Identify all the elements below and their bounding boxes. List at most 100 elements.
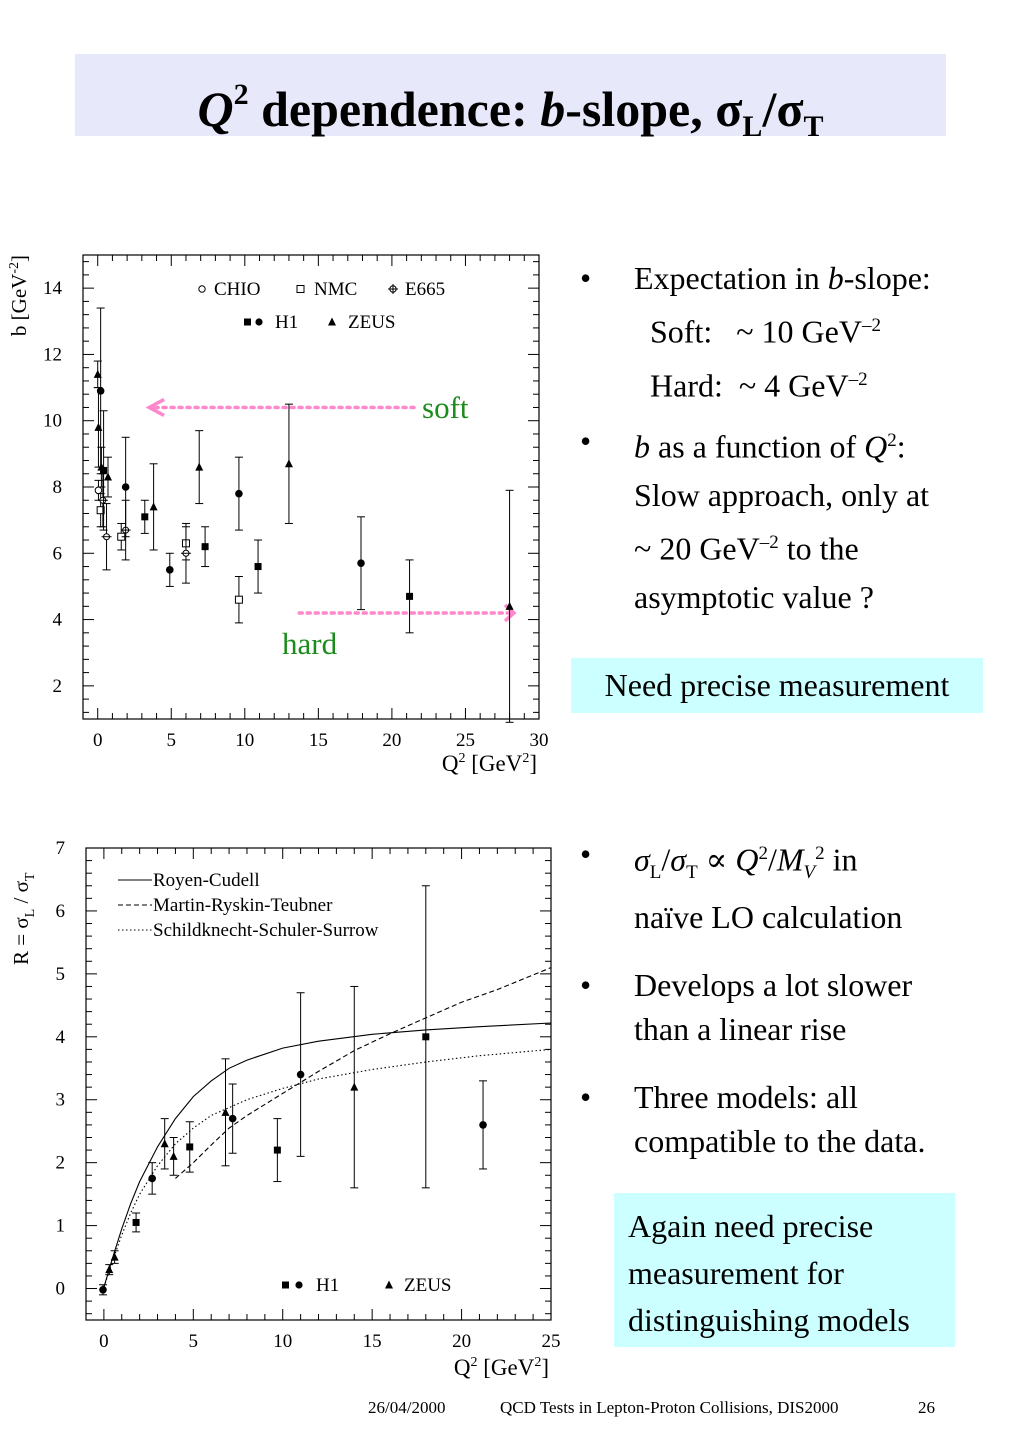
y-tick-label: 7 bbox=[56, 838, 66, 859]
bullet-sigma-ratio: • σL/σT ∝ Q2/MV2 in naïve LO calculation bbox=[580, 836, 903, 936]
point-e665 bbox=[101, 503, 112, 571]
point-zeus bbox=[195, 430, 204, 505]
point-h1 bbox=[140, 499, 149, 534]
curve-martin-ryskin-teubner bbox=[175, 967, 552, 1179]
footer-conference: QCD Tests in Lepton-Proton Collisions, D… bbox=[500, 1398, 839, 1417]
x-tick-label: 10 bbox=[235, 730, 254, 751]
legend-label-martin-ryskin-teubner: Martin-Ryskin-Teubner bbox=[153, 895, 333, 916]
point-h1 bbox=[98, 1284, 107, 1296]
point-zeus bbox=[169, 1136, 178, 1176]
x-tick-label: 15 bbox=[309, 730, 328, 751]
point-h1 bbox=[479, 1080, 488, 1170]
title-slash: /σ bbox=[762, 81, 804, 137]
y-tick-label: 3 bbox=[56, 1090, 66, 1111]
bullets-top: • Expectation in b-slope: Soft: ~ 10 GeV–… bbox=[580, 254, 1000, 621]
point-zeus bbox=[110, 1250, 119, 1264]
legend: Royen-Cudell Martin-Ryskin-Teubner Schil… bbox=[118, 870, 452, 1296]
legend-marker-h1-circle bbox=[295, 1281, 303, 1289]
y-tick-label: 2 bbox=[56, 1153, 66, 1174]
legend-label-e665: E665 bbox=[405, 279, 445, 300]
legend-label-h1: H1 bbox=[275, 312, 298, 333]
legend-label-h1: H1 bbox=[316, 1275, 339, 1296]
title-sub-t: T bbox=[803, 110, 824, 143]
point-h1 bbox=[228, 1083, 237, 1154]
point-zeus bbox=[94, 387, 103, 468]
point-zeus bbox=[160, 1118, 169, 1170]
point-h1 bbox=[296, 992, 305, 1157]
footer-page-number: 26 bbox=[918, 1398, 935, 1417]
y-tick-label: 4 bbox=[56, 1027, 66, 1048]
bullet-expectation: • Expectation in b-slope: bbox=[580, 260, 931, 296]
annotation-hard: hard bbox=[282, 626, 338, 661]
y-axis-label: b [GeV-2] bbox=[7, 255, 31, 336]
point-h1 bbox=[201, 526, 210, 568]
y-tick-label: 6 bbox=[56, 901, 66, 922]
r-ratio-chart: 0 5 10 15 20 25 0 1 2 3 4 5 6 7 Royen-Cudell Martin-R… bbox=[9, 838, 561, 1380]
point-zeus bbox=[149, 463, 158, 551]
point-h1 bbox=[185, 1121, 194, 1173]
x-tick-label: 0 bbox=[99, 1331, 109, 1352]
legend-marker-zeus bbox=[385, 1280, 393, 1289]
x-tick-label: 25 bbox=[542, 1331, 561, 1352]
legend-label-zeus: ZEUS bbox=[348, 312, 396, 333]
footer-date: 26/04/2000 bbox=[368, 1398, 446, 1417]
soft-expectation: Soft: ~ 10 GeV–2 bbox=[650, 313, 881, 350]
point-e665 bbox=[180, 522, 191, 584]
hard-expectation: Hard: ~ 4 GeV–2 bbox=[650, 367, 868, 404]
y-tick-label: 1 bbox=[56, 1216, 66, 1237]
y-tick-label: 8 bbox=[53, 477, 63, 498]
x-tick-label: 25 bbox=[456, 730, 475, 751]
bullet-three-models: • Three models: all compatible to the data… bbox=[580, 1079, 926, 1160]
point-h1 bbox=[405, 559, 414, 634]
tick-label-group: 0 5 10 15 20 25 30 2 4 6 8 10 12 14 bbox=[43, 278, 549, 751]
legend-marker-h1-circle bbox=[255, 318, 263, 326]
point-h1 bbox=[165, 552, 174, 587]
legend: CHIO NMC E665 H1 ZEUS bbox=[198, 279, 445, 333]
y-tick-label: 10 bbox=[43, 411, 62, 432]
soft-arrow-head bbox=[145, 397, 165, 417]
x-tick-label: 5 bbox=[189, 1331, 199, 1352]
legend-label-nmc: NMC bbox=[314, 279, 357, 300]
point-h1 bbox=[421, 885, 430, 1189]
title-mid: dependence: bbox=[248, 81, 541, 137]
y-tick-label: 12 bbox=[43, 344, 62, 365]
x-tick-label: 0 bbox=[93, 730, 103, 751]
point-h1 bbox=[254, 539, 263, 594]
x-axis-label: Q2 [GeV2] bbox=[442, 751, 537, 776]
point-zeus bbox=[505, 489, 514, 723]
model-curves bbox=[103, 967, 552, 1288]
y-tick-label: 2 bbox=[53, 676, 63, 697]
slide-title: Q2 dependence: b-slope, σL/σT bbox=[75, 54, 946, 143]
x-tick-label: 5 bbox=[167, 730, 177, 751]
point-h1 bbox=[121, 436, 130, 538]
plot-frame bbox=[85, 847, 552, 1321]
annotation-soft: soft bbox=[422, 390, 469, 425]
b-slope-chart: 0 5 10 15 20 25 30 2 4 6 8 10 12 14 CHIO NMC E665 H1 … bbox=[7, 254, 549, 776]
y-axis-label: R = σL / σT bbox=[9, 872, 38, 965]
legend-label-chio: CHIO bbox=[214, 279, 260, 300]
point-h1 bbox=[234, 456, 243, 531]
legend-marker-h1-square bbox=[282, 1281, 289, 1289]
bullets-bottom: • σL/σT ∝ Q2/MV2 in naïve LO calculation •… bbox=[580, 832, 1000, 1187]
legend-marker-h1-square bbox=[244, 318, 251, 326]
callout-line-3: distinguishing models bbox=[628, 1302, 910, 1338]
point-h1 bbox=[357, 516, 366, 611]
x-tick-label: 10 bbox=[273, 1331, 292, 1352]
tick-label-group: 0 5 10 15 20 25 0 1 2 3 4 5 6 7 bbox=[56, 838, 561, 1352]
y-tick-label: 14 bbox=[43, 278, 63, 299]
bullet-slower-rise: • Develops a lot slower than a linear rise bbox=[580, 967, 913, 1048]
x-tick-label: 30 bbox=[530, 730, 549, 751]
point-zeus bbox=[97, 446, 106, 488]
x-tick-label: 15 bbox=[363, 1331, 382, 1352]
y-tick-label: 4 bbox=[53, 610, 63, 631]
legend-marker-chio bbox=[198, 285, 206, 293]
title-rest: -slope, σ bbox=[565, 81, 743, 137]
y-tick-label: 5 bbox=[56, 964, 66, 985]
point-zeus bbox=[284, 403, 293, 524]
point-zeus bbox=[104, 456, 113, 498]
annotation-arrows bbox=[145, 397, 517, 623]
x-axis-label: Q2 [GeV2] bbox=[454, 1355, 549, 1380]
bullet-b-function: • b as a function of Q2: Slow approach, on… bbox=[580, 423, 930, 615]
point-zeus bbox=[221, 1058, 230, 1167]
y-tick-label: 6 bbox=[53, 543, 63, 564]
